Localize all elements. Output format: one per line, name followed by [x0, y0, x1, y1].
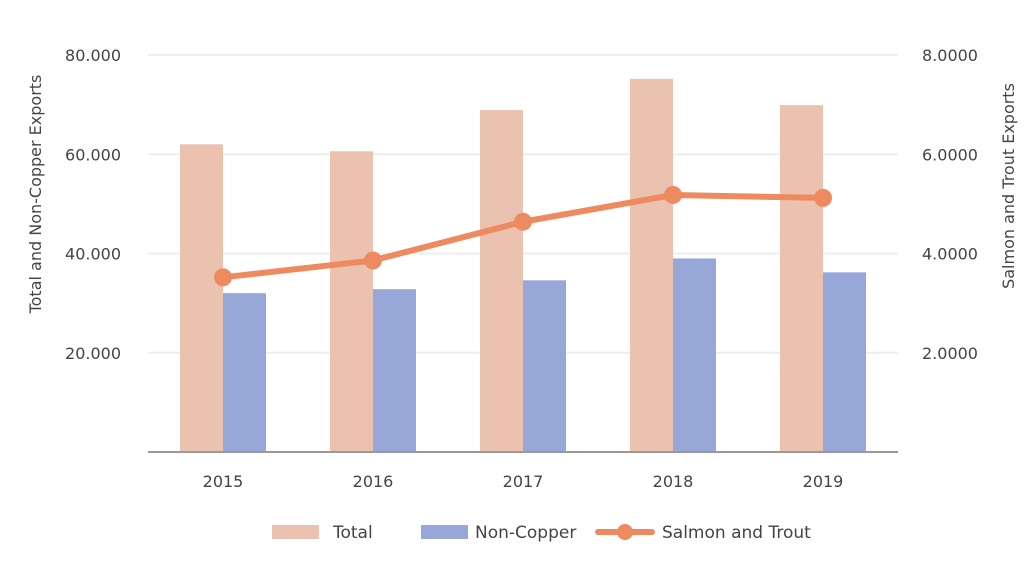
y-right-tick-label: 2.0000 — [922, 344, 978, 363]
bar-total-2016 — [330, 151, 373, 452]
y-right-tick-label: 6.0000 — [922, 145, 978, 164]
y-tick-labels: 20.000 40.000 60.000 80.000 — [65, 46, 121, 363]
y-right-axis-title: Salmon and Trout Exports — [999, 83, 1018, 289]
y-tick-label: 60.000 — [65, 145, 121, 164]
x-tick-label: 2016 — [353, 472, 394, 491]
bar-total-2018 — [630, 78, 673, 452]
y-tick-label: 20.000 — [65, 344, 121, 363]
legend-swatch-salmon-and-trout-marker — [617, 524, 633, 540]
point-salmon-and-trout-2015 — [214, 268, 232, 287]
bar-total-2017 — [480, 110, 523, 453]
bar-non-copper-2019 — [823, 272, 866, 452]
x-tick-label: 2017 — [503, 472, 544, 491]
x-tick-label: 2015 — [203, 472, 244, 491]
bar-non-copper-2016 — [373, 289, 416, 452]
y-right-tick-label: 4.0000 — [922, 245, 978, 264]
y-axis-title: Total and Non-Copper Exports — [26, 75, 45, 315]
x-tick-label: 2019 — [803, 472, 844, 491]
y-tick-label: 80.000 — [65, 46, 121, 65]
legend-swatch-non-copper — [421, 525, 468, 539]
point-salmon-and-trout-2018 — [664, 185, 682, 204]
x-tick-labels: 2015 2016 2017 2018 2019 — [203, 472, 844, 491]
bar-non-copper-2017 — [523, 280, 566, 452]
legend: Total Non-Copper Salmon and Trout — [272, 523, 811, 543]
bar-total-2019 — [780, 105, 823, 452]
point-salmon-and-trout-2016 — [364, 251, 382, 270]
legend-swatch-total — [272, 525, 319, 539]
legend-label-salmon-and-trout: Salmon and Trout — [662, 523, 811, 543]
point-salmon-and-trout-2017 — [514, 212, 532, 231]
bar-non-copper-2015 — [223, 293, 266, 452]
legend-label-total: Total — [332, 523, 373, 543]
line-series-layer — [214, 185, 832, 287]
point-salmon-and-trout-2019 — [814, 188, 832, 207]
x-tick-label: 2018 — [653, 472, 694, 491]
bars-layer — [180, 78, 866, 453]
y-tick-label: 40.000 — [65, 245, 121, 264]
bar-total-2015 — [180, 144, 223, 452]
bar-non-copper-2018 — [673, 258, 716, 452]
legend-label-non-copper: Non-Copper — [475, 523, 576, 543]
y-right-tick-label: 8.0000 — [922, 46, 978, 65]
y-right-tick-labels: 2.0000 4.0000 6.0000 8.0000 — [922, 46, 978, 363]
